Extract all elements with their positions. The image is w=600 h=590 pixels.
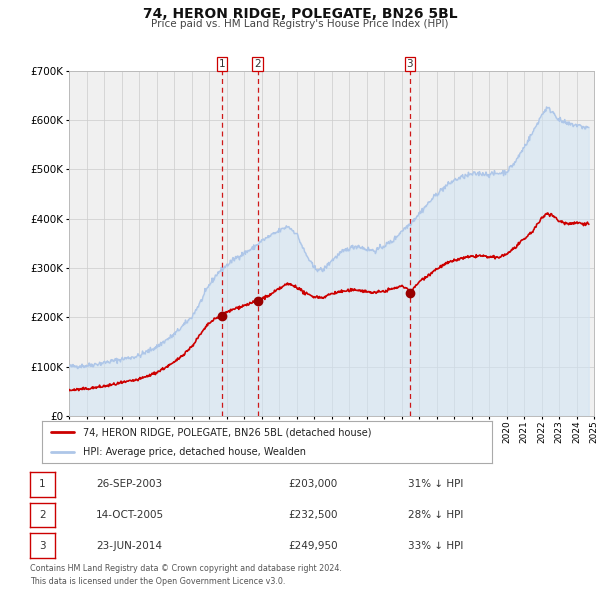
Text: 23-JUN-2014: 23-JUN-2014 <box>96 541 162 550</box>
Text: 28% ↓ HPI: 28% ↓ HPI <box>408 510 463 520</box>
Text: 2: 2 <box>254 59 261 69</box>
Text: 31% ↓ HPI: 31% ↓ HPI <box>408 480 463 489</box>
Text: £232,500: £232,500 <box>288 510 337 520</box>
Text: 26-SEP-2003: 26-SEP-2003 <box>96 480 162 489</box>
Text: Price paid vs. HM Land Registry's House Price Index (HPI): Price paid vs. HM Land Registry's House … <box>151 19 449 29</box>
Text: £249,950: £249,950 <box>288 541 338 550</box>
Text: Contains HM Land Registry data © Crown copyright and database right 2024.: Contains HM Land Registry data © Crown c… <box>30 564 342 573</box>
Text: HPI: Average price, detached house, Wealden: HPI: Average price, detached house, Weal… <box>83 447 305 457</box>
Text: 2: 2 <box>39 510 46 520</box>
Text: £203,000: £203,000 <box>288 480 337 489</box>
Text: 3: 3 <box>39 541 46 550</box>
Text: 14-OCT-2005: 14-OCT-2005 <box>96 510 164 520</box>
Text: 33% ↓ HPI: 33% ↓ HPI <box>408 541 463 550</box>
Text: 74, HERON RIDGE, POLEGATE, BN26 5BL: 74, HERON RIDGE, POLEGATE, BN26 5BL <box>143 7 457 21</box>
Text: 1: 1 <box>218 59 225 69</box>
Text: 1: 1 <box>39 480 46 489</box>
Text: 3: 3 <box>407 59 413 69</box>
Text: 74, HERON RIDGE, POLEGATE, BN26 5BL (detached house): 74, HERON RIDGE, POLEGATE, BN26 5BL (det… <box>83 427 371 437</box>
Text: This data is licensed under the Open Government Licence v3.0.: This data is licensed under the Open Gov… <box>30 577 286 586</box>
